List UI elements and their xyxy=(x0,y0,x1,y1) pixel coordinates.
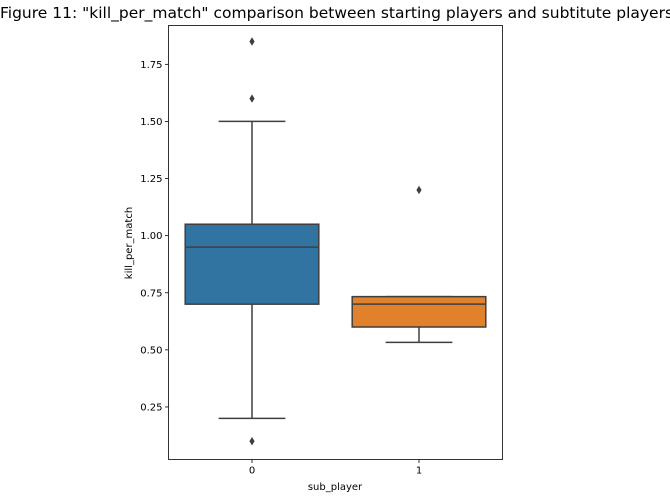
x-tick-label: 1 xyxy=(416,466,422,477)
outlier-point xyxy=(249,94,255,103)
chart-title: Figure 11: "kill_per_match" comparison b… xyxy=(0,4,670,22)
y-axis-label: kill_per_match xyxy=(124,207,135,279)
y-tick-label: 1.25 xyxy=(140,174,162,185)
outlier-point xyxy=(249,37,255,46)
y-tick-label: 0.50 xyxy=(140,345,162,356)
x-tick-label: 0 xyxy=(249,466,255,477)
outlier-point xyxy=(416,185,422,195)
y-tick-label: 0.25 xyxy=(140,402,162,413)
box-body xyxy=(351,295,487,328)
box-body xyxy=(184,223,320,305)
y-tick-label: 1.00 xyxy=(140,231,162,242)
plot-area-frame xyxy=(168,25,503,460)
y-tick-label: 0.75 xyxy=(140,288,162,299)
x-axis-label: sub_player xyxy=(308,482,363,493)
y-tick-label: 1.50 xyxy=(140,117,162,128)
outlier-point xyxy=(249,437,255,446)
y-tick-label: 1.75 xyxy=(140,60,162,71)
